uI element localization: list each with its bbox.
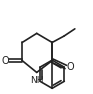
Text: O: O xyxy=(66,62,74,72)
Text: O: O xyxy=(1,56,9,66)
Text: NH: NH xyxy=(30,76,43,85)
